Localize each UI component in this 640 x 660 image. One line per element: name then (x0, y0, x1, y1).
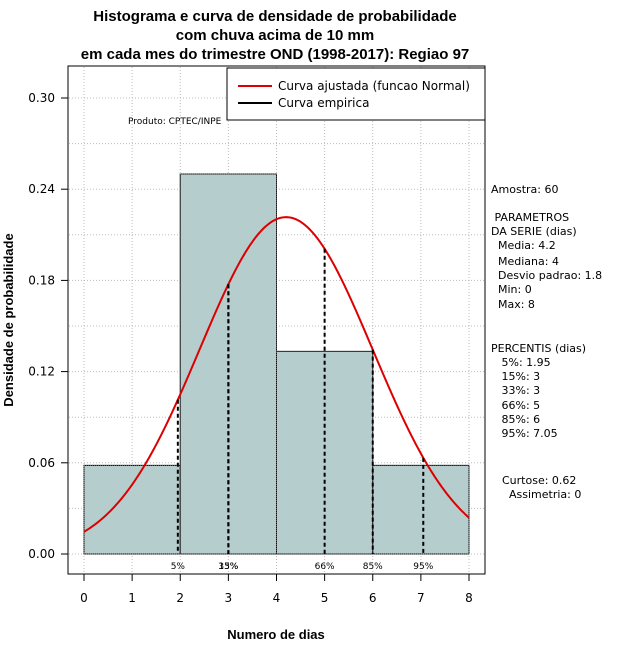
normal-fit-curve (83, 216, 470, 533)
percentile-label: 33% (218, 562, 238, 572)
stat-params-heading: PARAMETROS (491, 211, 569, 224)
x-tick-label: 7 (417, 591, 425, 605)
x-tick-label: 0 (80, 591, 88, 605)
x-tick-label: 6 (369, 591, 377, 605)
stat-kurtosis: Curtose: 0.62 (502, 474, 576, 487)
chart-title-line-3: em cada mes do trimestre OND (1998-2017)… (81, 46, 470, 63)
legend: Curva ajustada (funcao Normal) Curva emp… (226, 67, 486, 121)
legend-box (226, 67, 486, 121)
x-tick-label: 2 (176, 591, 184, 605)
chart-title-line-1: Histograma e curva de densidade de proba… (93, 8, 456, 25)
y-tick-label: 0.06 (28, 456, 55, 470)
y-tick-label: 0.30 (28, 91, 55, 105)
product-credit: Produto: CPTEC/INPE (128, 117, 222, 127)
stat-params-subheading: DA SERIE (dias) (491, 225, 577, 238)
stats-panel: Amostra: 60 PARAMETROS DA SERIE (dias) M… (491, 183, 602, 501)
percentile-label: 15% (218, 562, 238, 572)
legend-label-empirical: Curva empirica (278, 96, 369, 110)
y-tick-label: 0.12 (28, 365, 55, 379)
stat-median: Mediana: 4 (491, 255, 559, 268)
histogram-bar (83, 464, 181, 555)
histogram-bar (372, 464, 470, 555)
x-tick-label: 5 (321, 591, 329, 605)
x-tick-label: 3 (225, 591, 233, 605)
histogram-bars (83, 173, 470, 555)
stat-sd: Desvio padrao: 1.8 (491, 269, 602, 282)
stat-min: Min: 0 (491, 283, 532, 296)
stat-p66: 66%: 5 (491, 399, 540, 412)
stat-p33: 33%: 3 (491, 384, 540, 397)
stat-p15: 15%: 3 (491, 370, 540, 383)
histogram-bar-outline (372, 464, 470, 555)
x-tick-label: 4 (273, 591, 281, 605)
x-axis-label: Numero de dias (227, 627, 325, 642)
stat-skewness: Assimetria: 0 (509, 488, 581, 501)
stat-sample: Amostra: 60 (491, 183, 558, 196)
y-tick-label: 0.00 (28, 547, 55, 561)
percentile-label: 5% (171, 562, 186, 572)
x-axis: 0 1 2 3 4 5 6 7 8 (80, 573, 473, 605)
y-axis-label: Densidade de probabilidade (1, 233, 16, 406)
histogram-bar-outline (276, 350, 374, 555)
percentile-label: 66% (315, 562, 335, 572)
legend-label-fit: Curva ajustada (funcao Normal) (278, 79, 470, 93)
percentile-lines: 5% 33%15% 66% 85% 95% (171, 248, 434, 572)
x-tick-label: 8 (465, 591, 473, 605)
y-tick-label: 0.24 (28, 182, 55, 196)
percentile-label: 95% (413, 562, 433, 572)
y-tick-label: 0.18 (28, 273, 55, 287)
percentile-label: 85% (363, 562, 383, 572)
stat-max: Max: 8 (491, 298, 535, 311)
y-axis: 0.00 0.06 0.12 0.18 0.24 0.30 (28, 91, 69, 561)
stat-p95: 95%: 7.05 (491, 427, 558, 440)
x-tick-label: 1 (128, 591, 136, 605)
stat-mean: Media: 4.2 (491, 239, 556, 252)
stat-p85: 85%: 6 (491, 413, 540, 426)
stat-percentiles-heading: PERCENTIS (dias) (491, 342, 586, 355)
chart-title-line-2: com chuva acima de 10 mm (176, 27, 374, 44)
stat-p5: 5%: 1.95 (491, 356, 551, 369)
